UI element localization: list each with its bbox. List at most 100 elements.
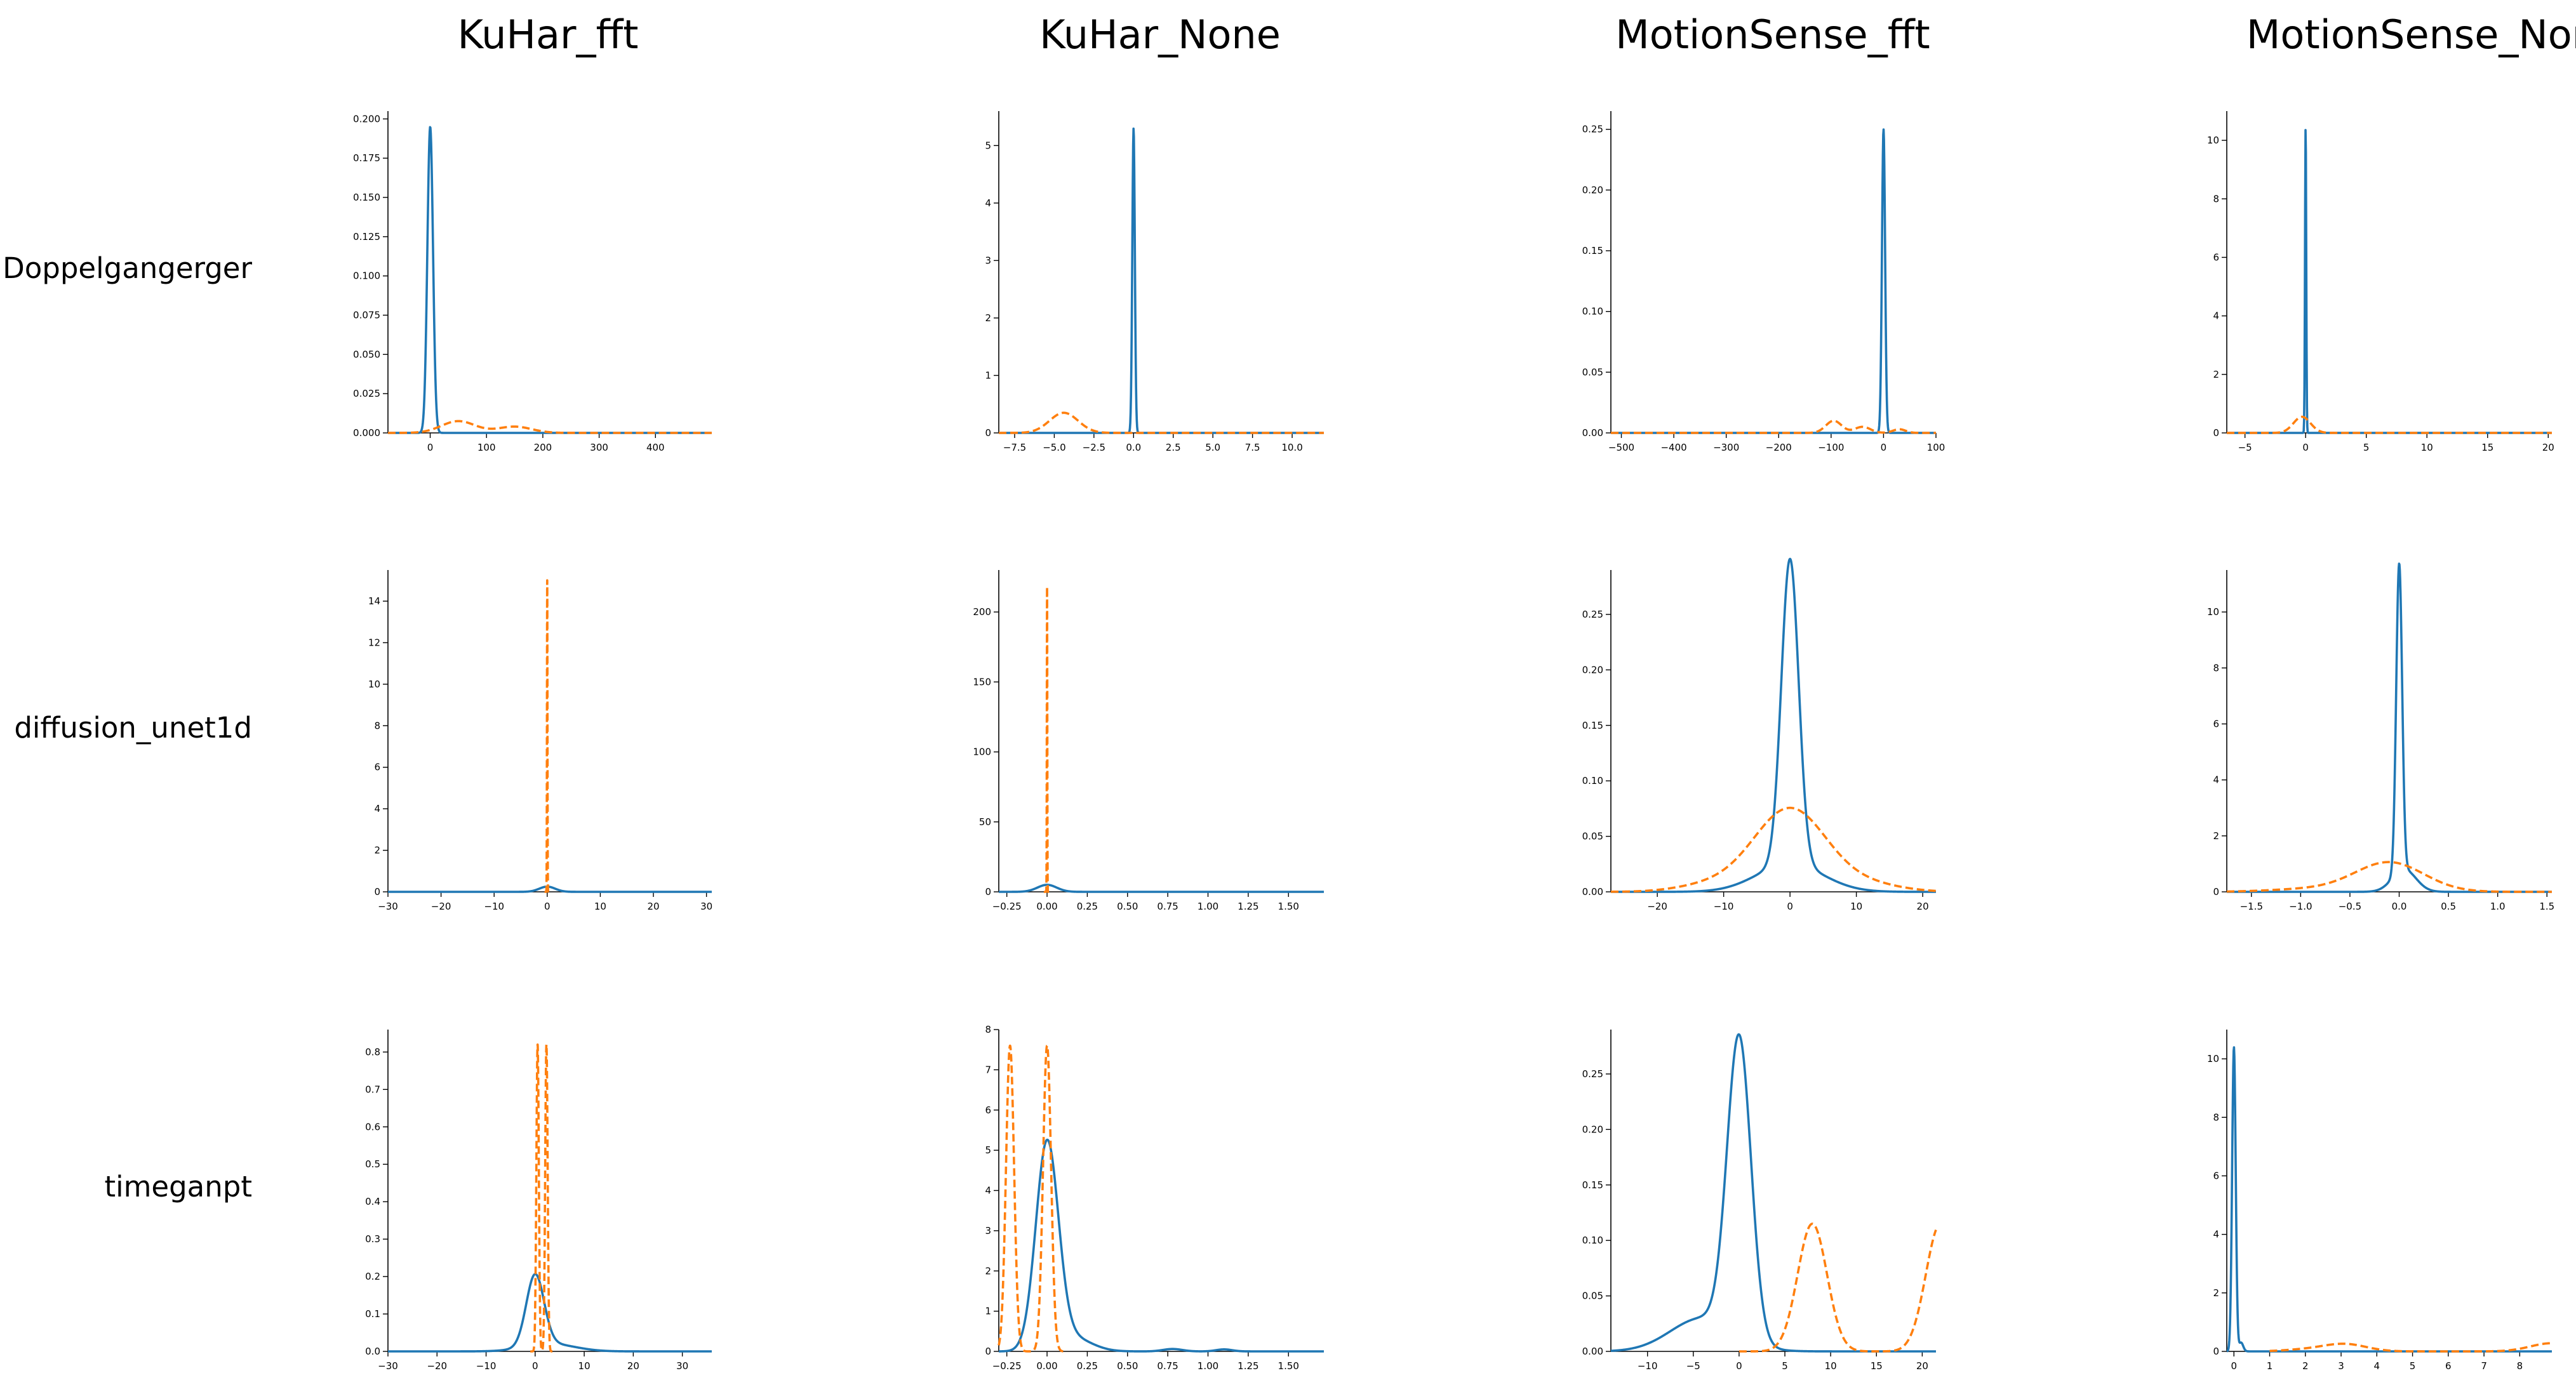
x-tick-label: −30 (378, 1360, 398, 1372)
y-tick-label: 0.20 (1582, 664, 1603, 675)
real-density-line (387, 126, 713, 434)
x-tick-label: 15 (2481, 442, 2493, 453)
y-tick-label: 2 (374, 845, 380, 856)
x-tick-label: 0 (544, 901, 551, 912)
synthetic-density-line (2226, 415, 2553, 434)
y-tick-label: 0.6 (365, 1121, 380, 1132)
panel-r2-c3: 0 2 4 6 8 10 0 1 2 3 4 5 6 7 8 (2207, 1030, 2553, 1372)
panel-r2-c0: 0.0 0.1 0.2 0.3 0.4 0.5 0.6 0.7 0.8 −30 −20 −10 0 10 2… (365, 1030, 713, 1372)
y-tick-label: 12 (368, 637, 380, 648)
y-tick-label: 1 (985, 369, 991, 381)
x-tick-label: 0 (2302, 442, 2309, 453)
x-tick-label: −500 (1608, 442, 1634, 453)
y-tick-label: 0.050 (353, 348, 380, 360)
panel-r1-c0: 0 2 4 6 8 10 12 14 −30 −20 −10 0 10 20 30 (368, 570, 713, 912)
y-tick-label: 0.00 (1582, 427, 1603, 439)
x-tick-label: −10 (1638, 1360, 1658, 1372)
x-tick-label: −100 (1818, 442, 1844, 453)
x-tick-label: 10 (594, 901, 606, 912)
x-tick-label: −10 (476, 1360, 497, 1372)
real-density-line (2226, 1046, 2553, 1353)
y-tick-label: 0 (374, 886, 380, 898)
x-tick-label: 2 (2302, 1360, 2309, 1372)
synthetic-density-line (1610, 420, 1937, 434)
y-tick-label: 100 (973, 746, 991, 758)
synthetic-density-line (1738, 1223, 1937, 1353)
x-tick-label: 0.50 (1117, 1360, 1138, 1372)
y-tick-label: 0.10 (1582, 1235, 1603, 1246)
panel-r0-c2: 0.00 0.05 0.10 0.15 0.20 0.25 −500 −400 −300 −200… (1582, 111, 1945, 453)
y-tick-label: 0.8 (365, 1046, 380, 1058)
row-label-0: Doppelgangerger (3, 251, 252, 285)
x-tick-label: 6 (2445, 1360, 2452, 1372)
y-tick-label: 8 (2213, 1111, 2219, 1123)
y-tick-label: 0 (2213, 1346, 2219, 1357)
x-tick-label: −20 (431, 901, 451, 912)
y-tick-label: 0.125 (353, 231, 380, 242)
real-density-line (387, 885, 713, 893)
x-tick-label: 0.75 (1157, 1360, 1178, 1372)
y-tick-label: 0 (985, 886, 991, 898)
y-tick-label: 14 (368, 595, 380, 607)
x-tick-label: 5 (1782, 1360, 1788, 1372)
y-tick-label: 0.175 (353, 152, 380, 164)
row-label-1: diffusion_unet1d (14, 711, 252, 745)
y-tick-label: 0.075 (353, 310, 380, 321)
column-title-2: MotionSense_fft (1615, 11, 1930, 58)
y-tick-label: 0.05 (1582, 831, 1603, 842)
y-tick-label: 4 (2213, 774, 2219, 786)
column-title-3: MotionSense_None (2246, 11, 2576, 58)
real-density-line (998, 127, 1325, 434)
x-tick-label: −5 (1686, 1360, 1700, 1372)
x-tick-label: 30 (676, 1360, 688, 1372)
x-tick-label: 1.25 (1238, 1360, 1258, 1372)
x-tick-label: −5.0 (1043, 442, 1065, 453)
y-tick-label: 0.15 (1582, 1179, 1603, 1191)
x-tick-label: −0.25 (992, 901, 1022, 912)
column-title-0: KuHar_fft (458, 11, 639, 58)
panel-r1-c1: 0 50 100 150 200 −0.25 0.00 0.25 0.50 0.75 1.00 1.2… (973, 570, 1325, 912)
y-tick-label: 4 (2213, 1229, 2219, 1240)
y-tick-label: 0.15 (1582, 720, 1603, 731)
x-tick-label: 0 (1736, 1360, 1742, 1372)
y-tick-label: 4 (2213, 310, 2219, 322)
y-tick-label: 0.150 (353, 192, 380, 203)
x-tick-label: 0.0 (1126, 442, 1141, 453)
y-tick-label: 0.1 (365, 1308, 380, 1320)
y-tick-label: 6 (374, 762, 380, 773)
real-density-line (2226, 129, 2553, 434)
y-tick-label: 0.200 (353, 113, 380, 124)
y-tick-label: 5 (985, 1144, 991, 1156)
x-tick-label: −7.5 (1003, 442, 1026, 453)
x-tick-label: 30 (700, 901, 712, 912)
y-tick-label: 0.0 (365, 1346, 380, 1357)
x-tick-label: 0 (532, 1360, 538, 1372)
y-tick-label: 8 (2213, 193, 2219, 204)
y-tick-label: 6 (2213, 251, 2219, 263)
x-tick-label: −5 (2238, 442, 2252, 453)
x-tick-label: 100 (477, 442, 496, 453)
synthetic-density-line (529, 1043, 556, 1353)
y-tick-label: 0.10 (1582, 306, 1603, 317)
y-tick-label: 200 (973, 606, 991, 618)
panel-r0-c0: 0.000 0.025 0.050 0.075 0.100 0.125 0.150 0.175… (353, 111, 713, 453)
x-tick-label: 1 (2267, 1360, 2273, 1372)
x-tick-label: 1.00 (1198, 1360, 1218, 1372)
x-tick-label: 400 (646, 442, 665, 453)
x-tick-label: −1.5 (2240, 901, 2263, 912)
x-tick-label: 0.5 (2441, 901, 2456, 912)
x-tick-label: 10 (2421, 442, 2433, 453)
y-tick-label: 2 (2213, 369, 2219, 380)
synthetic-density-line (2226, 861, 2553, 893)
x-tick-label: 0.25 (1077, 901, 1098, 912)
y-tick-label: 3 (985, 255, 991, 266)
y-tick-label: 150 (973, 676, 991, 687)
x-tick-label: 0.00 (1036, 901, 1057, 912)
y-tick-label: 0.7 (365, 1084, 380, 1095)
x-tick-label: 1.25 (1238, 901, 1258, 912)
y-tick-label: 4 (374, 803, 380, 814)
synthetic-density-line (998, 411, 1325, 434)
x-tick-label: 5 (2363, 442, 2370, 453)
x-tick-label: 1.50 (1278, 1360, 1299, 1372)
